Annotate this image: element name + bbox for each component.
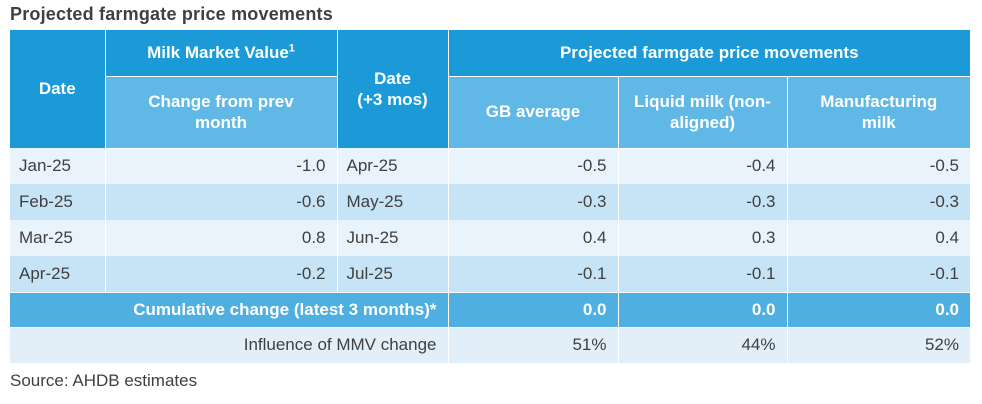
header-date-label: Date <box>38 79 76 99</box>
cell-liquid-milk: -0.1 <box>618 256 788 292</box>
cell-manufacturing-milk: -0.3 <box>787 184 970 220</box>
cell-date: Mar-25 <box>10 220 106 256</box>
cell-manufacturing-milk: -0.1 <box>787 256 970 292</box>
cumulative-label: Cumulative change (latest 3 months)* <box>10 291 449 328</box>
cumulative-gb-average: 0.0 <box>448 291 619 328</box>
header-gb-average: GB average <box>448 76 619 149</box>
cell-gb-average: -0.1 <box>448 256 619 292</box>
cell-mmv-change: -1.0 <box>105 148 338 184</box>
cell-date3: Jun-25 <box>337 220 449 256</box>
header-gb-average-label: GB average <box>485 102 581 122</box>
influence-manufacturing-milk: 52% <box>787 327 970 363</box>
table-row: Mar-25 0.8 Jun-25 0.4 0.3 0.4 <box>10 220 970 256</box>
source-note: Source: AHDB estimates <box>10 371 198 390</box>
header-projected-group: Projected farmgate price movements <box>448 30 970 77</box>
cell-mmv-change: -0.2 <box>105 256 338 292</box>
cell-liquid-milk: -0.4 <box>618 148 788 184</box>
header-manufacturing-milk-label: Manufacturing milk <box>820 91 938 132</box>
header-date: Date <box>10 30 106 148</box>
header-mmv-footnote-marker: 1 <box>288 42 295 55</box>
cumulative-liquid-milk: 0.0 <box>618 291 788 328</box>
table-row: Apr-25 -0.2 Jul-25 -0.1 -0.1 -0.1 <box>10 256 970 292</box>
influence-liquid-milk: 44% <box>618 327 788 363</box>
cell-gb-average: -0.3 <box>448 184 619 220</box>
cell-date: Feb-25 <box>10 184 106 220</box>
cell-date3: Jul-25 <box>337 256 449 292</box>
header-liquid-milk-label: Liquid milk (non-aligned) <box>634 91 771 132</box>
cell-manufacturing-milk: -0.5 <box>787 148 970 184</box>
header-mmv-label: Milk Market Value <box>147 43 289 63</box>
page: Projected farmgate price movements Date … <box>0 4 982 404</box>
header-change-from-prev-month: Change from prev month <box>105 76 338 149</box>
cell-manufacturing-milk: 0.4 <box>787 220 970 256</box>
cell-liquid-milk: -0.3 <box>618 184 788 220</box>
influence-row: Influence of MMV change 51% 44% 52% <box>10 327 970 363</box>
table-row: Jan-25 -1.0 Apr-25 -0.5 -0.4 -0.5 <box>10 148 970 184</box>
cell-date3: May-25 <box>337 184 449 220</box>
cell-date: Apr-25 <box>10 256 106 292</box>
header-date3-line1: Date <box>374 68 411 88</box>
cell-mmv-change: 0.8 <box>105 220 338 256</box>
cell-date: Jan-25 <box>10 148 106 184</box>
page-title: Projected farmgate price movements <box>10 4 333 24</box>
farmgate-price-table: Date Milk Market Value1 Date (+3 mos) Pr… <box>10 30 970 363</box>
header-manufacturing-milk: Manufacturing milk <box>787 76 970 149</box>
header-change-from-prev-month-label: Change from prev month <box>148 91 294 132</box>
header-date-plus-3-mos: Date (+3 mos) <box>337 30 449 148</box>
table-row: Feb-25 -0.6 May-25 -0.3 -0.3 -0.3 <box>10 184 970 220</box>
header-date3-line2: (+3 mos) <box>357 90 428 109</box>
cumulative-row: Cumulative change (latest 3 months)* 0.0… <box>10 291 970 328</box>
header-milk-market-value: Milk Market Value1 <box>105 30 338 77</box>
cell-mmv-change: -0.6 <box>105 184 338 220</box>
cell-gb-average: -0.5 <box>448 148 619 184</box>
cumulative-manufacturing-milk: 0.0 <box>787 291 970 328</box>
cell-gb-average: 0.4 <box>448 220 619 256</box>
cell-liquid-milk: 0.3 <box>618 220 788 256</box>
header-liquid-milk: Liquid milk (non-aligned) <box>618 76 788 149</box>
influence-label: Influence of MMV change <box>10 327 449 363</box>
header-projected-group-label: Projected farmgate price movements <box>559 43 859 63</box>
influence-gb-average: 51% <box>448 327 619 363</box>
cell-date3: Apr-25 <box>337 148 449 184</box>
